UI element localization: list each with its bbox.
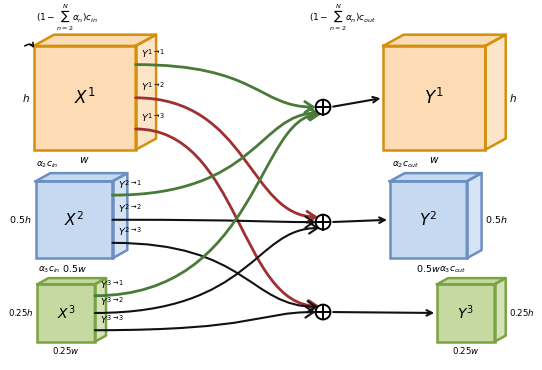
Text: $0.25h$: $0.25h$ xyxy=(509,307,535,319)
Text: $X^1$: $X^1$ xyxy=(74,88,95,108)
Polygon shape xyxy=(383,35,506,46)
Text: $X^2$: $X^2$ xyxy=(64,211,84,229)
FancyArrowPatch shape xyxy=(113,243,316,312)
Bar xyxy=(390,181,467,258)
FancyArrowPatch shape xyxy=(136,129,317,312)
FancyArrowPatch shape xyxy=(113,216,314,228)
Polygon shape xyxy=(113,173,127,258)
Bar xyxy=(383,46,485,150)
Text: $Y^{1\rightarrow 3}$: $Y^{1\rightarrow 3}$ xyxy=(141,112,166,124)
Bar xyxy=(34,46,136,150)
Bar xyxy=(37,284,95,342)
FancyArrowPatch shape xyxy=(136,65,313,112)
Text: $(1-\sum_{n=2}^{N}\alpha_n)c_{in}$: $(1-\sum_{n=2}^{N}\alpha_n)c_{in}$ xyxy=(36,3,98,33)
Text: $0.5h$: $0.5h$ xyxy=(9,214,32,225)
Polygon shape xyxy=(34,35,156,46)
Text: $(1-\sum_{n=2}^{N}\alpha_n)c_{out}$: $(1-\sum_{n=2}^{N}\alpha_n)c_{out}$ xyxy=(309,3,376,33)
Polygon shape xyxy=(437,278,506,284)
Text: $Y^1$: $Y^1$ xyxy=(424,88,444,108)
Text: $X^3$: $X^3$ xyxy=(57,304,75,322)
Text: $0.25w$: $0.25w$ xyxy=(452,346,480,356)
Text: $w$: $w$ xyxy=(80,155,90,165)
Text: $h$: $h$ xyxy=(22,92,30,104)
Text: $\alpha_3 c_{in}$: $\alpha_3 c_{in}$ xyxy=(38,265,61,275)
Text: $0.5w$: $0.5w$ xyxy=(416,263,441,274)
Bar xyxy=(36,181,113,258)
Text: $\alpha_2 c_{out}$: $\alpha_2 c_{out}$ xyxy=(392,160,420,170)
Polygon shape xyxy=(485,35,506,150)
Text: $Y^{3\rightarrow 3}$: $Y^{3\rightarrow 3}$ xyxy=(100,313,125,326)
Polygon shape xyxy=(390,173,482,181)
Text: $0.25h$: $0.25h$ xyxy=(8,307,34,319)
Text: $Y^{1\rightarrow 2}$: $Y^{1\rightarrow 2}$ xyxy=(141,81,166,93)
Polygon shape xyxy=(36,173,127,181)
Polygon shape xyxy=(467,173,482,258)
Text: $0.25w$: $0.25w$ xyxy=(52,346,80,356)
Text: $Y^{2\rightarrow 3}$: $Y^{2\rightarrow 3}$ xyxy=(118,226,143,238)
FancyArrowPatch shape xyxy=(95,222,318,313)
Polygon shape xyxy=(37,278,106,284)
Text: $Y^{1\rightarrow 1}$: $Y^{1\rightarrow 1}$ xyxy=(141,47,166,60)
Text: $Y^{3\rightarrow 1}$: $Y^{3\rightarrow 1}$ xyxy=(100,279,125,291)
Text: $\alpha_3 c_{out}$: $\alpha_3 c_{out}$ xyxy=(439,265,467,275)
FancyArrowPatch shape xyxy=(113,107,317,195)
Text: $Y^{3\rightarrow 2}$: $Y^{3\rightarrow 2}$ xyxy=(100,296,125,308)
Polygon shape xyxy=(136,35,156,150)
Text: $Y^{2\rightarrow 1}$: $Y^{2\rightarrow 1}$ xyxy=(118,178,143,191)
Bar xyxy=(437,284,495,342)
Text: $\alpha_2 c_{in}$: $\alpha_2 c_{in}$ xyxy=(36,160,59,170)
Text: $w$: $w$ xyxy=(429,155,440,165)
Polygon shape xyxy=(95,278,106,342)
Text: $Y^{2\rightarrow 2}$: $Y^{2\rightarrow 2}$ xyxy=(118,202,143,215)
FancyArrowPatch shape xyxy=(95,109,318,296)
Text: $h$: $h$ xyxy=(509,92,517,104)
Polygon shape xyxy=(495,278,506,342)
FancyArrowPatch shape xyxy=(95,306,314,330)
Text: $0.5w$: $0.5w$ xyxy=(62,263,87,274)
Text: $Y^3$: $Y^3$ xyxy=(457,304,474,322)
Text: $0.5h$: $0.5h$ xyxy=(485,214,508,225)
Text: $Y^2$: $Y^2$ xyxy=(419,211,437,229)
FancyArrowPatch shape xyxy=(136,98,315,222)
